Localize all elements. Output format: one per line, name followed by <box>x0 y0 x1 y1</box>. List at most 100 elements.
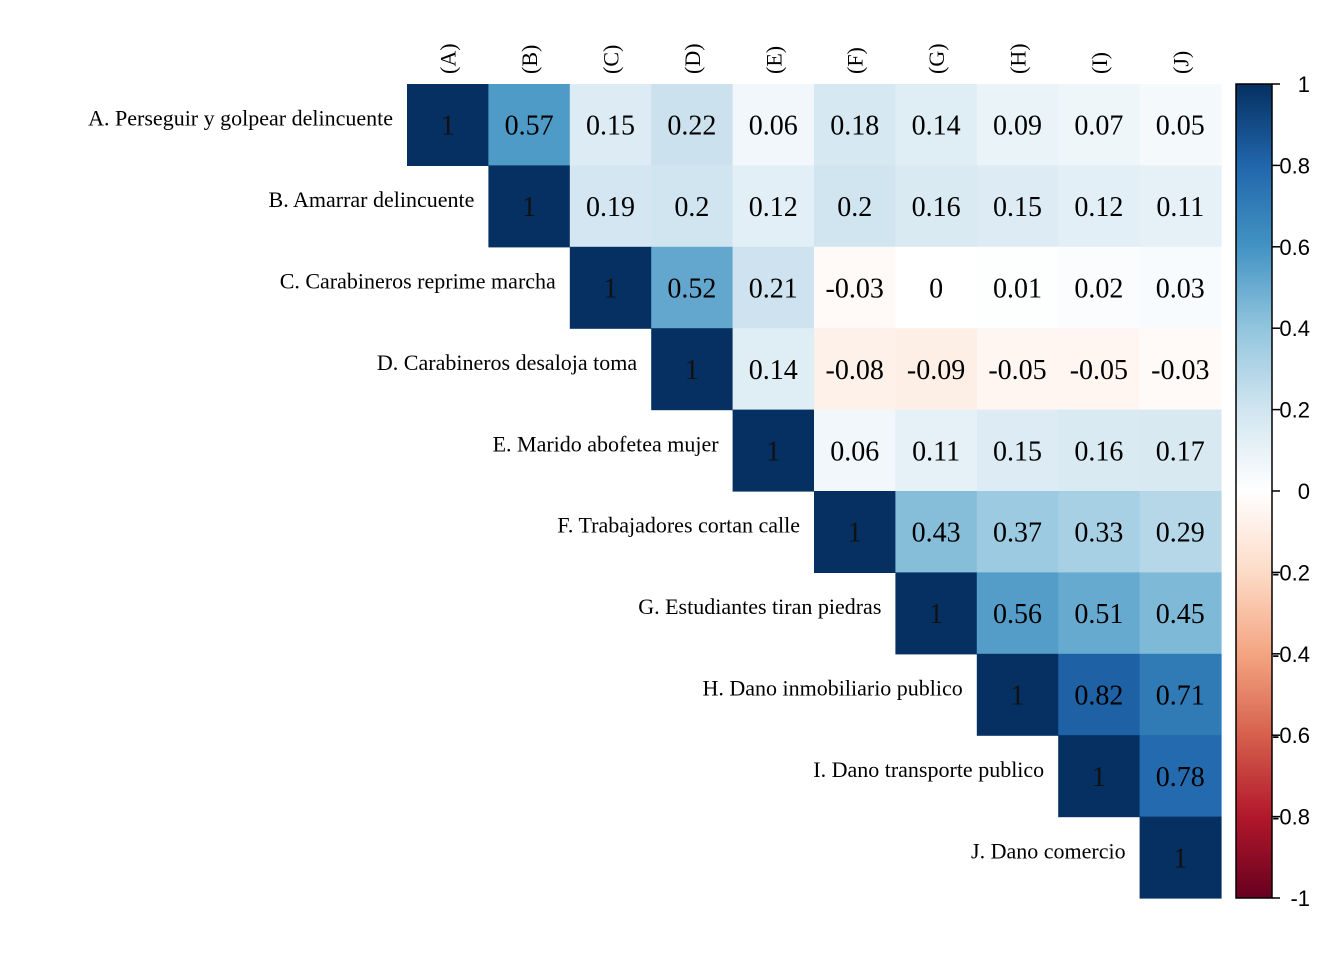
heatmap-cell <box>1058 84 1141 166</box>
cell-value-label: 0.45 <box>1156 599 1205 630</box>
colorbar-tick-label: 1 <box>1298 72 1310 97</box>
heatmap-cell <box>976 246 1059 329</box>
colorbar-tick-label: 0.6 <box>1279 235 1310 260</box>
cell-value-label: -0.03 <box>1151 355 1209 386</box>
column-label: (E) <box>761 46 786 74</box>
heatmap-cell <box>732 246 815 329</box>
colorbar-tick-label: 0.8 <box>1279 153 1310 178</box>
heatmap-cell <box>1058 572 1141 655</box>
heatmap-cell <box>651 84 734 166</box>
cell-value-label: 0.16 <box>912 192 961 223</box>
cell-value-label: 0.52 <box>667 274 716 305</box>
cell-value-label: 0.05 <box>1156 111 1205 142</box>
cell-value-labels: 1 0.57 0.15 0.22 0.06 0.18 0.14 0.09 0.07 0.05 1 0.… <box>441 111 1210 875</box>
cell-value-label: 0.15 <box>993 436 1042 467</box>
heatmap-cell <box>976 572 1059 655</box>
heatmap-cell <box>1058 653 1141 736</box>
heatmap-cell <box>732 409 815 492</box>
heatmap-cell <box>732 165 815 248</box>
heatmap-cell <box>814 84 896 166</box>
heatmap-cell <box>1139 735 1222 818</box>
heatmap-cell <box>814 246 896 329</box>
cell-value-label: 0.2 <box>674 192 709 223</box>
heatmap-cell <box>1139 409 1222 492</box>
colorbar-tick-label: -0.4 <box>1272 642 1310 667</box>
colorbar-tick-label: 0.4 <box>1279 316 1310 341</box>
heatmap-cell <box>651 328 734 411</box>
cell-value-label: 0.51 <box>1074 599 1123 630</box>
cell-value-label: 1 <box>604 274 618 305</box>
heatmap-cell <box>1058 491 1141 573</box>
cell-value-label: -0.05 <box>988 355 1046 386</box>
cell-value-label: 1 <box>848 518 862 549</box>
cell-value-label: 0.11 <box>1156 192 1204 223</box>
colorbar-tick-label: -0.6 <box>1272 723 1310 748</box>
row-label: C. Carabineros reprime marcha <box>280 269 556 294</box>
column-label: (B) <box>517 45 542 74</box>
row-labels: A. Perseguir y golpear delincuente B. Ama… <box>88 106 1125 864</box>
heatmap-cells <box>407 84 1222 899</box>
heatmap-cell <box>1139 246 1222 329</box>
row-label: G. Estudiantes tiran piedras <box>638 594 881 619</box>
heatmap-cell <box>1058 328 1141 411</box>
heatmap-cell <box>651 165 734 248</box>
column-label: (F) <box>843 47 868 74</box>
cell-value-label: 0.11 <box>912 436 960 467</box>
heatmap-cell <box>895 328 978 411</box>
column-label: (C) <box>599 45 624 74</box>
cell-value-label: -0.08 <box>826 355 884 386</box>
row-label: F. Trabajadores cortan calle <box>557 513 800 538</box>
column-labels: (A) (B) (C) (D) (E) (F) (G) (H) (I) (J) <box>436 43 1194 74</box>
cell-value-label: 1 <box>1092 762 1106 793</box>
heatmap-cell <box>976 84 1059 166</box>
cell-value-label: -0.09 <box>907 355 965 386</box>
cell-value-label: 0 <box>929 274 943 305</box>
row-label: E. Marido abofetea mujer <box>493 431 720 456</box>
colorbar-tick-label: -0.2 <box>1272 560 1310 585</box>
heatmap-cell <box>651 246 734 329</box>
heatmap-cell <box>1139 572 1222 655</box>
heatmap-cell <box>895 246 978 329</box>
heatmap-cell <box>732 84 815 166</box>
row-label: J. Dano comercio <box>971 838 1126 863</box>
cell-value-label: 1 <box>766 436 780 467</box>
cell-value-label: 0.18 <box>830 111 879 142</box>
column-label: (G) <box>924 43 949 74</box>
cell-value-label: -0.03 <box>826 274 884 305</box>
heatmap-cell <box>488 165 571 248</box>
cell-value-label: 0.17 <box>1156 436 1205 467</box>
heatmap-cell <box>1139 84 1222 166</box>
heatmap-cell <box>1058 165 1141 248</box>
heatmap-cell <box>488 84 571 166</box>
column-label: (I) <box>1087 52 1112 74</box>
cell-value-label: 0.78 <box>1156 762 1205 793</box>
column-label: (H) <box>1006 43 1031 74</box>
row-label: A. Perseguir y golpear delincuente <box>88 106 393 131</box>
cell-value-label: 0.12 <box>749 192 798 223</box>
heatmap-cell <box>1058 246 1141 329</box>
heatmap-cell <box>814 328 896 411</box>
cell-value-label: 0.19 <box>586 192 635 223</box>
cell-value-label: 1 <box>1011 681 1025 712</box>
heatmap-cell <box>976 653 1059 736</box>
heatmap-cell <box>976 409 1059 492</box>
heatmap-cell <box>1139 653 1222 736</box>
heatmap-cell <box>1139 328 1222 411</box>
heatmap-cell <box>895 409 978 492</box>
heatmap-cell <box>814 491 896 573</box>
cell-value-label: 0.82 <box>1074 681 1123 712</box>
colorbar-ticks: 1 0.8 0.6 0.4 0.2 0 -0.2 -0.4 -0.6 -0.8 -1 <box>1272 72 1310 911</box>
colorbar-tick-label: 0 <box>1298 479 1310 504</box>
row-label: H. Dano inmobiliario publico <box>703 676 963 701</box>
heatmap-cell <box>895 165 978 248</box>
colorbar-tick-label: -1 <box>1290 886 1310 911</box>
heatmap-cell <box>814 165 896 248</box>
heatmap-cell <box>569 165 652 248</box>
cell-value-label: 0.02 <box>1074 274 1123 305</box>
cell-value-label: 1 <box>522 192 536 223</box>
cell-value-label: 0.57 <box>505 111 554 142</box>
cell-value-label: 0.15 <box>993 192 1042 223</box>
cell-value-label: 0.22 <box>667 111 716 142</box>
heatmap-cell <box>976 491 1059 573</box>
